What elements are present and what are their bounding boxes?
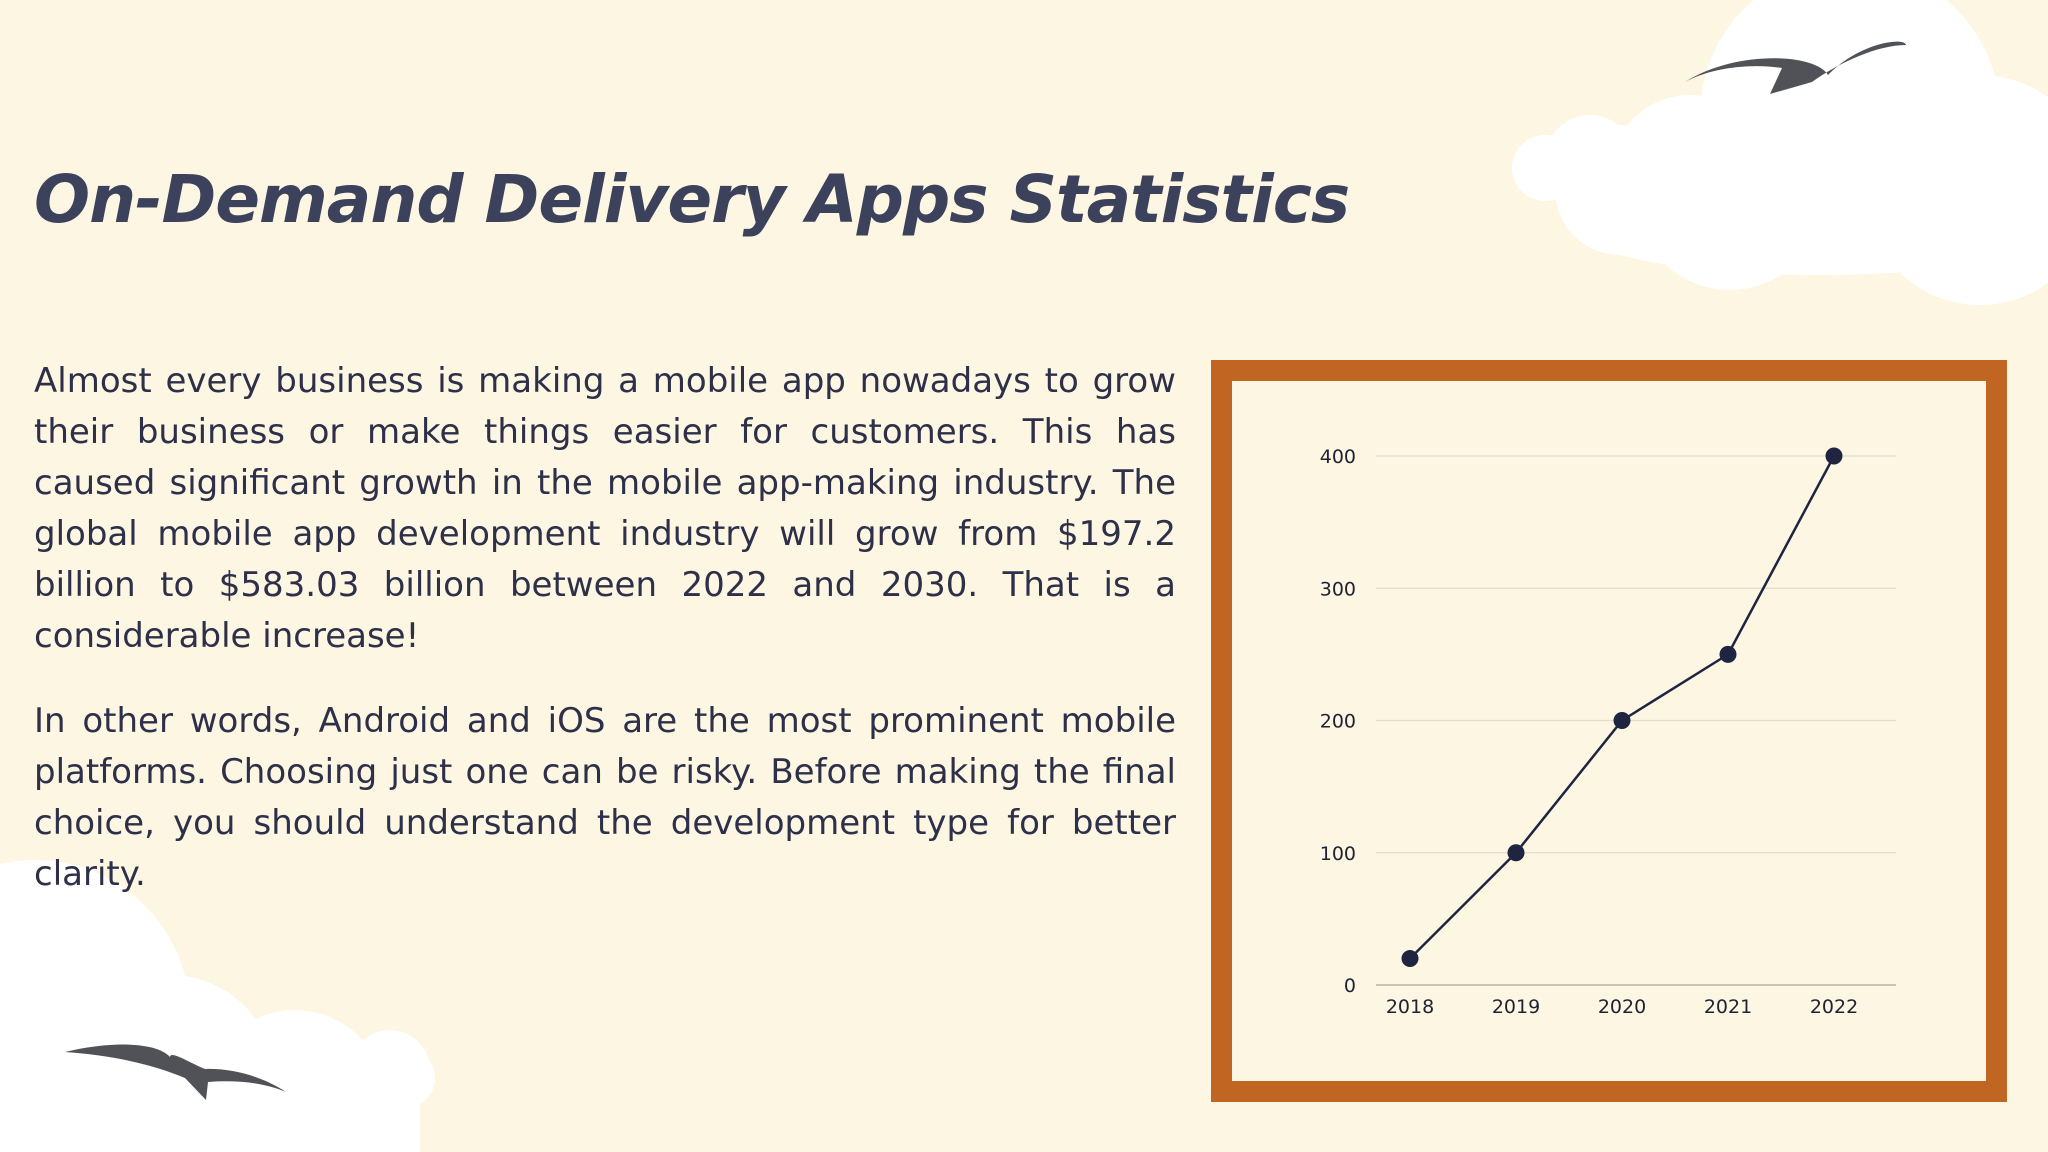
y-tick-label: 200 — [1320, 711, 1356, 733]
cloud-icon — [1512, 0, 2048, 305]
x-tick-label: 2021 — [1704, 996, 1752, 1018]
data-point — [1825, 447, 1843, 465]
y-tick-label: 300 — [1320, 578, 1356, 600]
body-text: Almost every business is making a mobile… — [34, 356, 1176, 934]
x-tick-label: 2018 — [1386, 996, 1434, 1018]
page-title: On-Demand Delivery Apps Statistics — [34, 161, 1350, 238]
x-tick-label: 2020 — [1598, 996, 1646, 1018]
data-point — [1507, 844, 1525, 862]
data-point — [1401, 950, 1419, 968]
y-tick-label: 100 — [1320, 843, 1356, 865]
data-point — [1613, 712, 1631, 729]
line-chart: 0 100 200 300 400 2018 2019 2020 2021 2022 — [1320, 446, 1896, 1018]
y-tick-label: 0 — [1344, 975, 1356, 997]
series-line — [1409, 455, 1836, 960]
paragraph-intro: Almost every business is making a mobile… — [34, 361, 1176, 656]
y-tick-label: 400 — [1320, 446, 1356, 468]
data-point — [1719, 645, 1737, 663]
x-tick-label: 2022 — [1810, 996, 1858, 1018]
chart-frame: 0 100 200 300 400 2018 2019 2020 2021 2022 — [1211, 360, 2007, 1102]
x-tick-label: 2019 — [1492, 996, 1540, 1018]
bird-icon — [1685, 41, 1906, 94]
bird-icon — [65, 1044, 286, 1100]
paragraph-platforms: In other words, Android and iOS are the … — [34, 701, 1176, 894]
